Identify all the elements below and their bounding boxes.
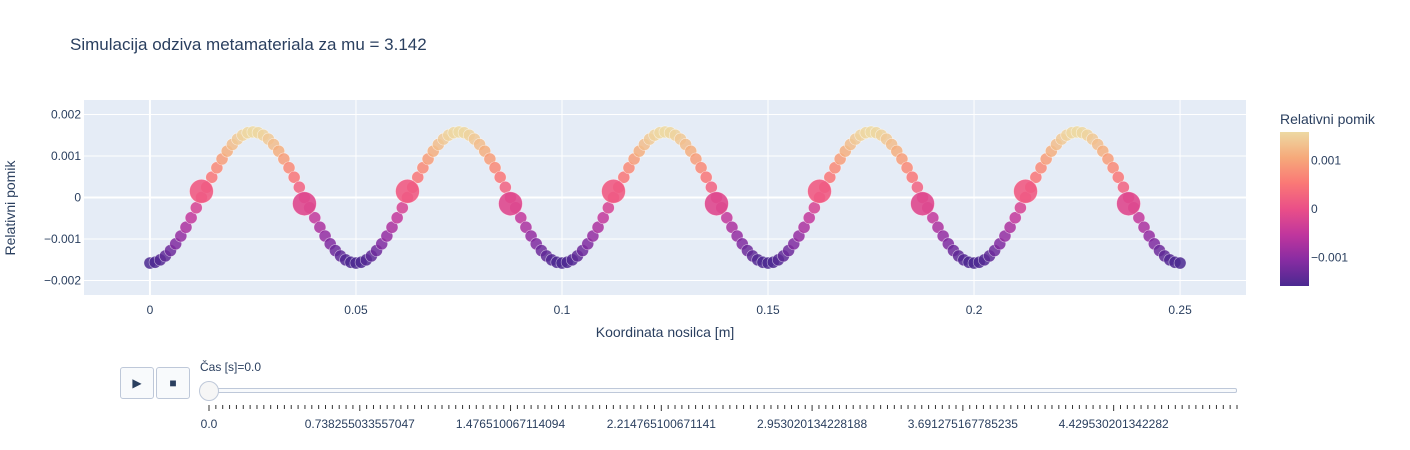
data-point: [1173, 256, 1187, 270]
x-tick-label: 0.15: [756, 303, 780, 317]
large-marker-series: [189, 178, 1141, 217]
x-tick-labels: 0 0.05 0.1 0.15 0.2 0.25: [147, 303, 1192, 317]
resonator-point: [189, 178, 214, 204]
stop-icon: ■: [169, 376, 177, 390]
data-point: [1111, 170, 1125, 184]
colorbar-tick-label: 0: [1311, 202, 1318, 216]
resonator-point: [807, 178, 832, 204]
data-point: [905, 170, 919, 184]
x-tick-label: 0.05: [344, 303, 368, 317]
colorbar-title: Relativni pomik: [1280, 111, 1376, 127]
play-button[interactable]: ▶: [120, 367, 154, 399]
slider-tick-label: 4.429530201342282: [1058, 417, 1169, 431]
y-tick-label: −0.002: [44, 273, 81, 287]
resonator-point: [1116, 191, 1141, 217]
colorbar: [1280, 132, 1309, 286]
y-tick-label: 0: [74, 191, 81, 205]
colorbar-tick-label: 0.001: [1311, 153, 1341, 167]
slider-tick-label: 1.476510067114094: [455, 417, 566, 431]
slider-handle[interactable]: [199, 381, 219, 401]
slider-tick-label: 0.0: [200, 417, 218, 431]
y-tick-label: 0.002: [51, 108, 81, 122]
x-tick-label: 0.25: [1168, 303, 1192, 317]
colorbar-tick-labels: 0.001 0 −0.001: [1311, 153, 1348, 264]
x-tick-label: 0.2: [966, 303, 983, 317]
slider-tick-label: 3.691275167785235: [907, 417, 1018, 431]
data-point: [596, 211, 610, 225]
stop-button[interactable]: ■: [156, 367, 190, 399]
slider-tick-label: 2.953020134228188: [757, 417, 868, 431]
slider-current-value: Čas [s]=0.0: [200, 360, 262, 374]
resonator-point: [704, 191, 729, 217]
data-point: [802, 211, 816, 225]
data-point: [1008, 211, 1022, 225]
y-tick-labels: 0.002 0.001 0 −0.001 −0.002: [44, 108, 81, 288]
data-point: [493, 170, 507, 184]
data-point: [390, 211, 404, 225]
y-axis-title: Relativni pomik: [2, 160, 18, 256]
slider-tick-label: 2.214765100671141: [606, 417, 716, 431]
resonator-point: [910, 191, 935, 217]
x-tick-label: 0.1: [554, 303, 571, 317]
chart-title: Simulacija odziva metamateriala za mu = …: [70, 35, 427, 54]
resonator-point: [601, 178, 626, 204]
data-point: [184, 211, 198, 225]
y-tick-label: 0.001: [51, 149, 81, 163]
x-axis-title: Koordinata nosilca [m]: [596, 324, 735, 340]
slider-tick-label: 0.738255033557047: [304, 417, 415, 431]
play-icon: ▶: [132, 376, 142, 390]
slider-track[interactable]: [200, 388, 1237, 393]
data-point: [287, 170, 301, 184]
colorbar-tick-label: −0.001: [1311, 251, 1348, 265]
data-point: [699, 170, 713, 184]
y-tick-label: −0.001: [44, 232, 81, 246]
resonator-point: [292, 191, 317, 217]
x-tick-label: 0: [147, 303, 154, 317]
resonator-point: [498, 191, 523, 217]
resonator-point: [395, 178, 420, 204]
resonator-point: [1013, 178, 1038, 204]
